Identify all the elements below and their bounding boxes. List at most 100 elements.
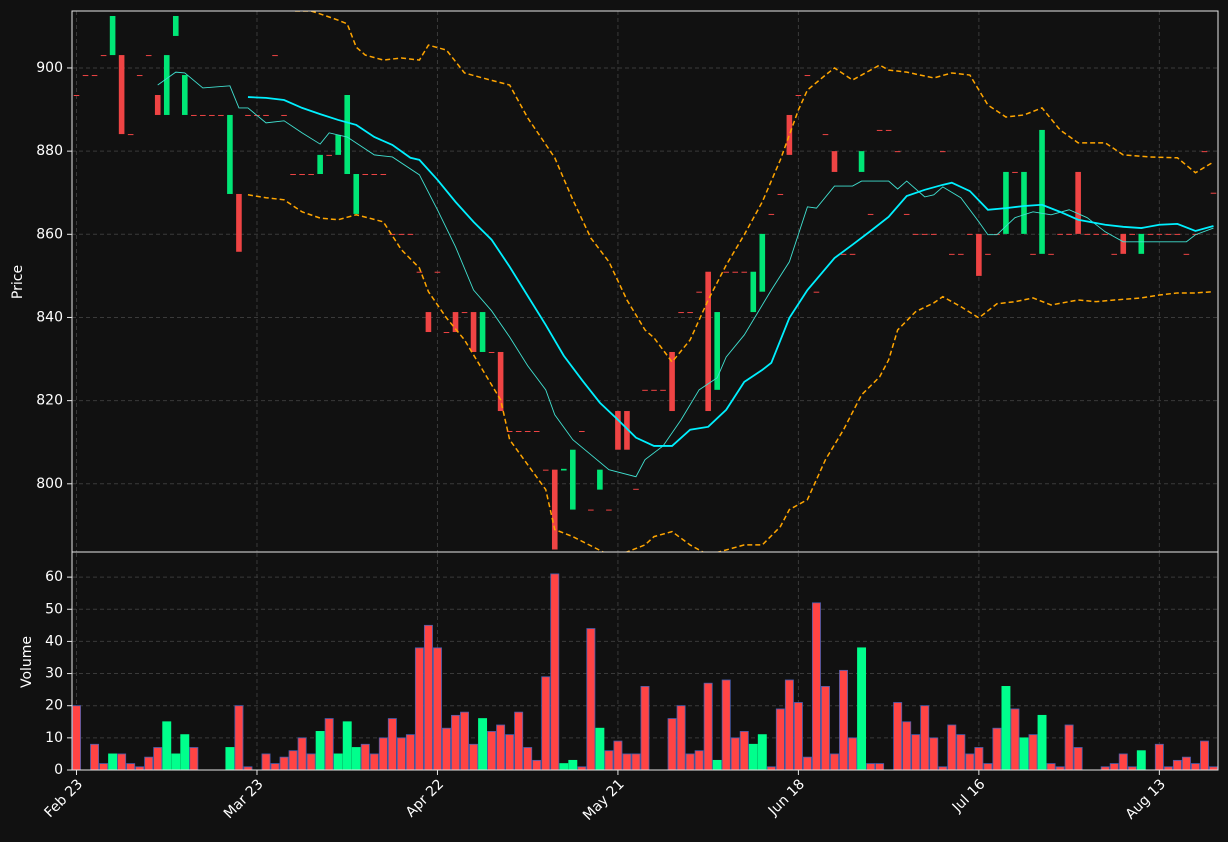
candle-body (82, 75, 89, 77)
candle-body (777, 193, 784, 195)
volume-bar (721, 679, 731, 770)
candle-body (1156, 233, 1163, 235)
volume-bar (423, 624, 433, 770)
candle-body (335, 134, 341, 155)
candle-body (876, 129, 883, 131)
y-tick-label: 50 (45, 601, 63, 617)
volume-bar (1019, 737, 1029, 770)
volume-bar (153, 747, 163, 770)
volume-bar (1028, 734, 1038, 770)
candle-body (849, 253, 856, 255)
candle-body (1012, 171, 1018, 173)
volume-bar (396, 737, 406, 770)
candle-body (651, 389, 657, 391)
volume-bar (748, 743, 758, 770)
candle-body (840, 253, 847, 255)
candle-body (976, 233, 982, 276)
volume-bar (171, 753, 181, 770)
volume-bar (451, 714, 460, 770)
candle-body (678, 312, 684, 314)
volume-bar (811, 602, 821, 770)
candle-body (145, 55, 152, 57)
volume-bar (703, 682, 713, 770)
candle-body (624, 411, 630, 450)
volume-bar (279, 756, 289, 770)
candle-body (506, 430, 513, 432)
volume-bar (189, 747, 199, 770)
volume-bar (297, 737, 307, 770)
candle-body (172, 15, 179, 36)
volume-bar (234, 705, 244, 770)
volume-bar (333, 753, 343, 770)
candle-body (1030, 253, 1036, 255)
candle-body (1147, 233, 1154, 235)
candle-body (633, 488, 639, 490)
candle-body (398, 233, 405, 235)
volume-bar (541, 676, 551, 770)
candle-body (272, 55, 278, 57)
y-axis-label: Volume (19, 636, 35, 688)
candle-body (597, 469, 603, 490)
volume-bar (1200, 740, 1209, 770)
candle-body (867, 213, 874, 215)
candle-body (281, 114, 287, 116)
candle-body (1210, 192, 1217, 194)
volume-bar (983, 763, 993, 770)
candle-body (200, 114, 206, 116)
volume-bar (523, 747, 533, 770)
candle-body (218, 114, 224, 116)
candle-body (533, 430, 540, 432)
candle-body (371, 174, 378, 176)
candle-body (191, 114, 197, 116)
volume-bar (830, 753, 839, 770)
volume-bar (775, 708, 785, 770)
candle-body (642, 389, 648, 391)
volume-bar (442, 727, 451, 770)
volume-bar (586, 628, 596, 770)
candle-body (308, 174, 314, 176)
volume-bar (956, 734, 966, 770)
y-tick-label: 880 (36, 143, 63, 159)
volume-bar (460, 711, 469, 770)
candle-body (786, 114, 793, 155)
volume-bar (1064, 724, 1074, 770)
volume-bar (469, 743, 479, 770)
candle-body (858, 151, 865, 172)
candle-body (299, 174, 305, 176)
candle-body (1201, 151, 1208, 153)
volume-bar (1190, 763, 1200, 770)
candle-body (1111, 253, 1118, 255)
volume-frame (71, 551, 1219, 771)
volume-bar (802, 756, 812, 770)
volume-bar (992, 727, 1002, 770)
y-tick-label: 820 (36, 393, 63, 409)
candle-body (109, 15, 116, 56)
candle-body (660, 389, 666, 391)
candle-body (353, 174, 360, 214)
volume-bar (866, 763, 876, 770)
volume-bar (117, 753, 127, 770)
volume-bar (613, 740, 623, 770)
volume-bar (793, 702, 803, 770)
volume-bar (757, 734, 767, 770)
candle-body (768, 213, 775, 215)
volume-bar (920, 705, 930, 770)
candle-body (1174, 233, 1181, 235)
candle-body (344, 94, 351, 175)
candle-body (227, 114, 233, 194)
candle-body (263, 114, 269, 116)
candle-body (434, 271, 441, 273)
candle-body (822, 134, 829, 136)
y-tick-label: 900 (36, 60, 63, 76)
grid-layer (72, 11, 1218, 771)
candle-body (236, 193, 242, 252)
candle-body (515, 430, 522, 432)
volume-bar (1001, 686, 1011, 770)
volume-bar (640, 686, 650, 770)
candle-body (1102, 233, 1109, 235)
volume-bar (288, 750, 298, 770)
candle-body (696, 291, 702, 293)
candle-body (669, 351, 675, 412)
volume-bar (180, 734, 190, 770)
volume-bar (694, 750, 704, 770)
